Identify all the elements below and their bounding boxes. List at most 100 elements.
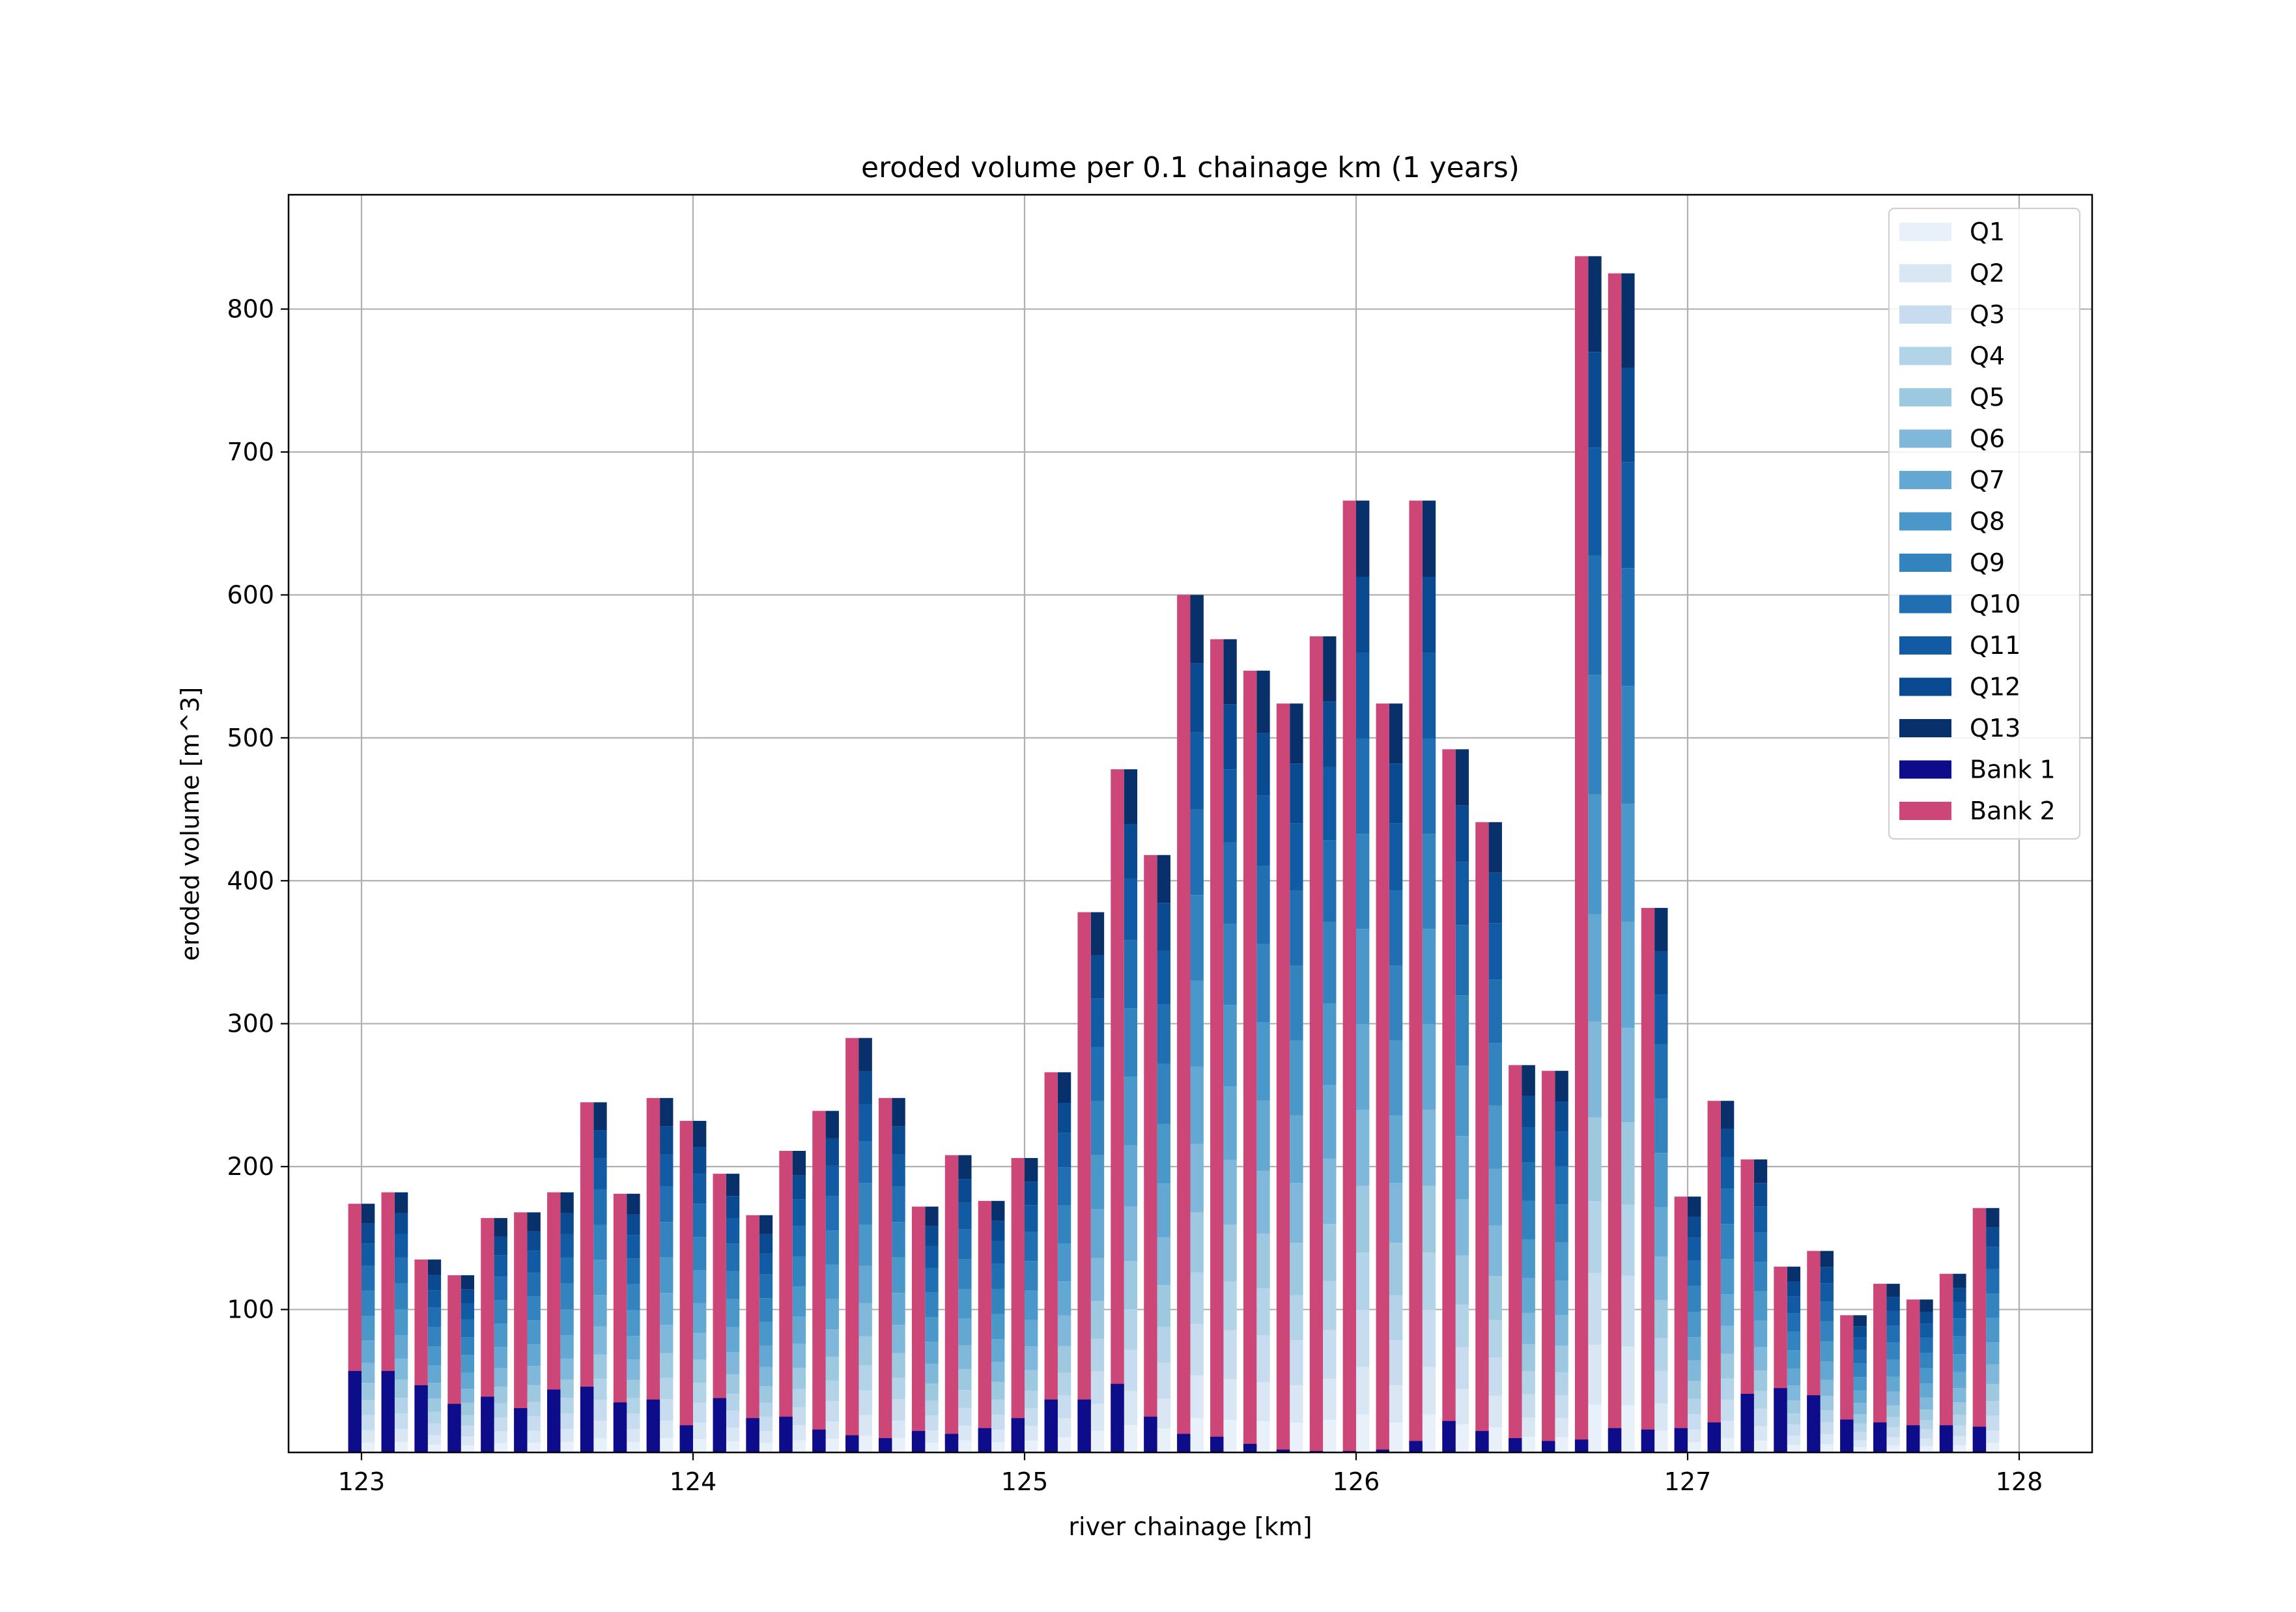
bank-1-bar <box>1707 1422 1721 1452</box>
bar-segment <box>1124 1261 1138 1309</box>
bar-segment <box>1688 1442 1701 1452</box>
bank-1-bar <box>1939 1425 1953 1452</box>
bar-segment <box>1920 1368 1933 1384</box>
bar-segment <box>1920 1397 1933 1410</box>
bar-segment <box>494 1323 507 1348</box>
bar-segment <box>1223 924 1237 1006</box>
bar-segment <box>1522 1437 1535 1452</box>
bar-segment <box>1256 944 1270 1023</box>
y-tick-label: 100 <box>227 1295 274 1324</box>
bar-segment <box>1356 1109 1370 1186</box>
legend-label: Q10 <box>1970 590 2020 619</box>
bar-segment <box>560 1309 574 1336</box>
bar-segment <box>494 1236 507 1256</box>
bar-segment <box>593 1438 607 1452</box>
bar-segment <box>1290 703 1303 764</box>
bar-segment <box>427 1445 442 1452</box>
bar-segment <box>1422 738 1436 834</box>
bar-segment <box>1654 1403 1668 1431</box>
bar-segment <box>1853 1423 1867 1432</box>
bar-segment <box>991 1415 1005 1430</box>
bar-segment <box>361 1204 375 1224</box>
bank-1-bar <box>1807 1395 1821 1452</box>
bar-segment <box>1953 1445 1966 1452</box>
bar-segment <box>1688 1196 1701 1217</box>
bank-2-bar <box>1674 1196 1688 1452</box>
bar-segment <box>1223 1330 1237 1379</box>
bar-segment <box>427 1398 442 1412</box>
bank-2-bar <box>1972 1208 1987 1452</box>
bar-segment <box>461 1355 475 1373</box>
bar-segment <box>858 1224 872 1266</box>
bank-2-bar <box>911 1206 926 1452</box>
bar-segment <box>1588 447 1602 556</box>
bar-segment <box>1455 1255 1469 1305</box>
bar-segment <box>627 1193 640 1215</box>
bar-segment <box>560 1192 574 1213</box>
bar-segment <box>361 1442 375 1452</box>
bar-segment <box>1920 1383 1933 1398</box>
bar-segment <box>958 1390 972 1408</box>
bar-segment <box>692 1359 707 1383</box>
bank-1-bar <box>447 1404 461 1452</box>
bar-segment <box>1422 834 1436 929</box>
bar-segment <box>527 1366 541 1385</box>
bar-segment <box>527 1385 541 1402</box>
bank-1-bar <box>547 1389 561 1452</box>
bar-segment <box>792 1368 806 1389</box>
bank-2-bar <box>1276 703 1290 1452</box>
bar-segment <box>1853 1391 1867 1404</box>
legend-label: Bank 2 <box>1970 797 2056 825</box>
bar-segment <box>1787 1331 1801 1351</box>
legend-label: Bank 1 <box>1970 756 2056 784</box>
bar-segment <box>1986 1342 2000 1365</box>
bar-segment <box>1820 1251 1834 1267</box>
y-tick-label: 500 <box>227 724 274 752</box>
bar-segment <box>1389 1115 1403 1183</box>
bar-segment <box>892 1126 905 1155</box>
bar-segment <box>361 1430 375 1443</box>
bar-segment <box>560 1257 574 1284</box>
bar-segment <box>825 1264 839 1299</box>
legend-label: Q12 <box>1970 673 2020 701</box>
bar-segment <box>660 1186 673 1223</box>
bar-segment <box>1720 1129 1735 1157</box>
bar-segment <box>1886 1437 1900 1446</box>
bar-segment <box>1753 1441 1768 1452</box>
bank-2-bar <box>1111 769 1124 1452</box>
bar-segment <box>627 1235 640 1259</box>
bar-segment <box>527 1272 541 1297</box>
bar-segment <box>1124 1425 1138 1452</box>
bar-segment <box>1621 367 1635 462</box>
bar-segment <box>1057 1346 1071 1373</box>
bar-segment <box>1488 1168 1502 1226</box>
bar-segment <box>1555 1242 1568 1281</box>
bar-segment <box>1157 1428 1170 1452</box>
bar-segment <box>1290 890 1303 966</box>
axes-frame <box>287 193 2093 1454</box>
bar-segment <box>759 1234 773 1254</box>
bar-segment <box>892 1154 905 1187</box>
bar-segment <box>1190 1375 1204 1419</box>
bar-segment <box>1886 1427 1900 1437</box>
bar-segment <box>1820 1321 1834 1342</box>
bar-segment <box>1555 1071 1568 1101</box>
bar-segment <box>1787 1296 1801 1314</box>
bar-segment <box>1057 1167 1071 1206</box>
bar-segment <box>925 1364 939 1384</box>
y-tick-label: 700 <box>227 438 274 466</box>
bar-segment <box>1356 1309 1370 1367</box>
bar-segment <box>991 1361 1005 1382</box>
bar-segment <box>527 1344 541 1366</box>
bar-segment <box>759 1253 773 1275</box>
bar-segment <box>1157 1124 1170 1184</box>
bank-2-bar <box>779 1150 793 1452</box>
legend-swatch <box>1899 471 1951 489</box>
bar-segment <box>1488 1225 1502 1277</box>
bar-segment <box>692 1174 707 1204</box>
bar-segment <box>1853 1337 1867 1350</box>
bar-segment <box>1356 1252 1370 1310</box>
bar-segment <box>494 1277 507 1301</box>
bar-segment <box>925 1383 939 1401</box>
bar-segment <box>1323 840 1337 922</box>
